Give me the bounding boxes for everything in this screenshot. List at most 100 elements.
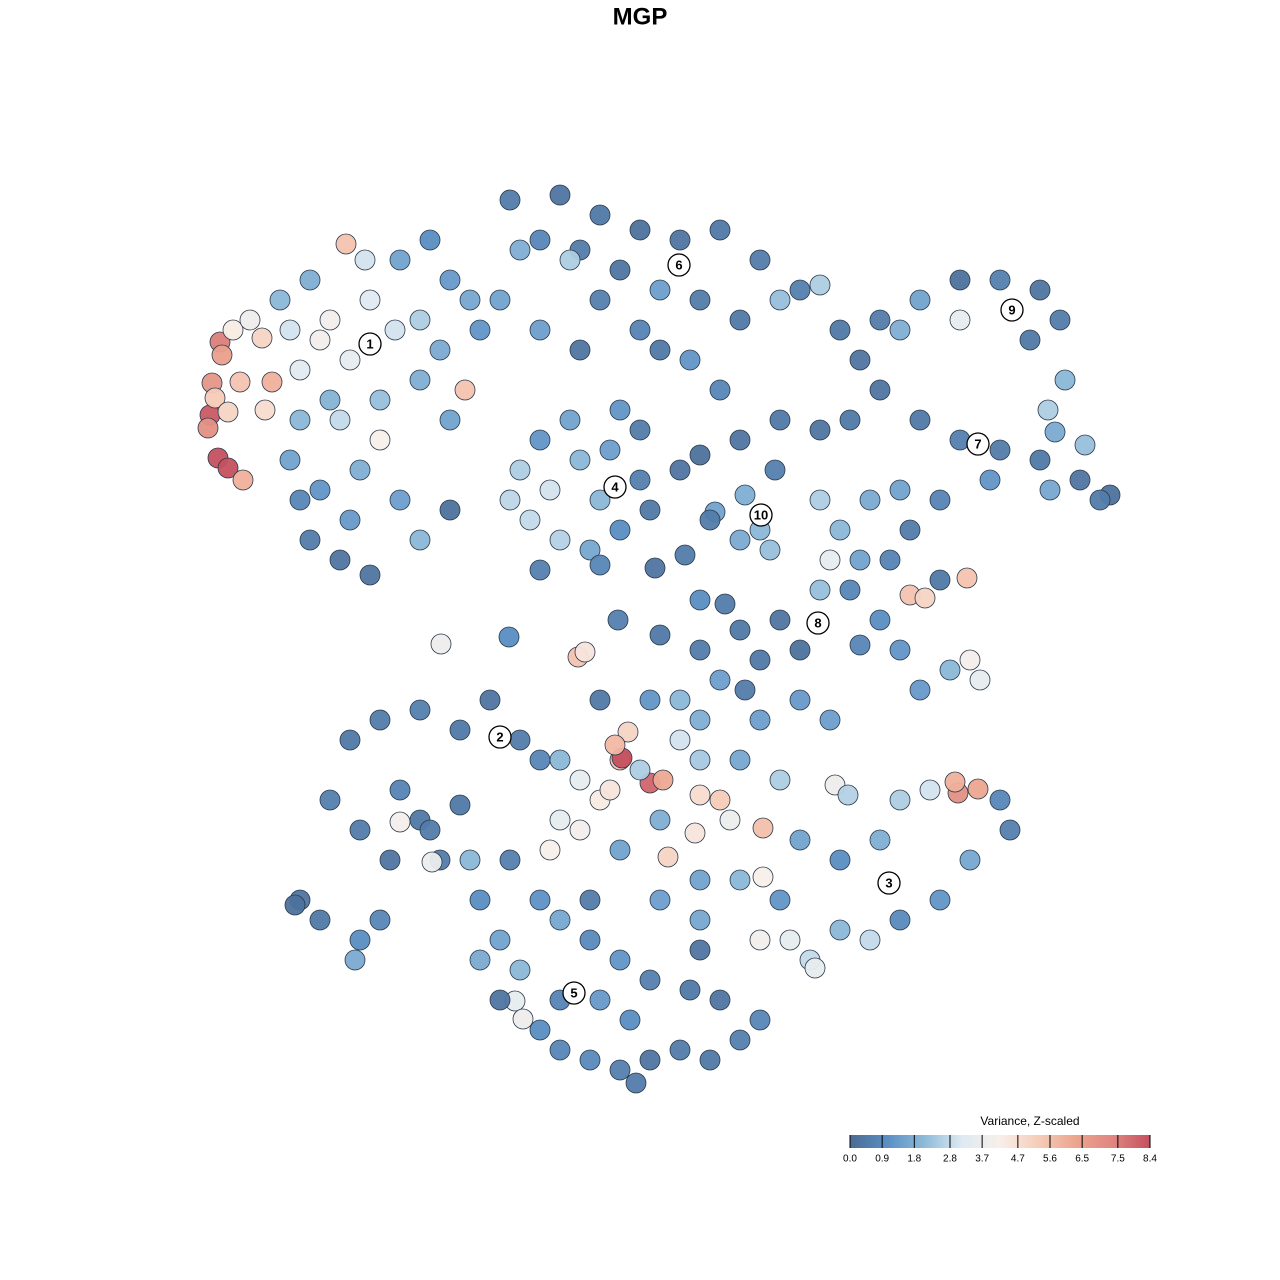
- point: [849, 634, 871, 656]
- point: [469, 319, 491, 341]
- point: [499, 849, 521, 871]
- point: [764, 459, 786, 481]
- point: [989, 269, 1011, 291]
- point: [409, 369, 431, 391]
- point: [809, 579, 831, 601]
- point: [752, 817, 774, 839]
- point: [709, 989, 731, 1011]
- point: [359, 289, 381, 311]
- point: [579, 539, 601, 561]
- point: [669, 729, 691, 751]
- point: [689, 639, 711, 661]
- point: [1039, 479, 1061, 501]
- point: [319, 789, 341, 811]
- point: [1044, 421, 1066, 443]
- point: [989, 789, 1011, 811]
- point: [649, 889, 671, 911]
- cluster-label-text: 5: [570, 985, 577, 1000]
- cluster-label-badge: [488, 725, 512, 749]
- cluster-label-badge: [603, 475, 627, 499]
- point: [879, 549, 901, 571]
- cluster-label-text: 1: [366, 336, 373, 351]
- point: [379, 849, 401, 871]
- point: [319, 309, 341, 331]
- cluster-label: 5: [562, 981, 586, 1005]
- point: [289, 489, 311, 511]
- point: [389, 811, 411, 833]
- cluster-label-badge: [1000, 298, 1024, 322]
- point: [479, 689, 501, 711]
- point: [644, 557, 666, 579]
- chart-title: MGP: [613, 3, 668, 30]
- point: [609, 949, 631, 971]
- point: [679, 979, 701, 1001]
- point: [339, 349, 361, 371]
- point: [829, 519, 851, 541]
- point: [529, 889, 551, 911]
- cluster-label-badge: [966, 432, 990, 456]
- point: [719, 809, 741, 831]
- point: [599, 779, 621, 801]
- point: [639, 1049, 661, 1071]
- colorbar-tick-label: 4.7: [1011, 1154, 1025, 1165]
- cluster-label: 4: [603, 475, 627, 499]
- point: [669, 1039, 691, 1061]
- point: [509, 459, 531, 481]
- point: [729, 309, 751, 331]
- point: [819, 709, 841, 731]
- point: [889, 639, 911, 661]
- point: [217, 457, 239, 479]
- point: [779, 929, 801, 951]
- point: [837, 784, 859, 806]
- point: [609, 259, 631, 281]
- point: [749, 649, 771, 671]
- point: [409, 529, 431, 551]
- point: [657, 846, 679, 868]
- point: [459, 289, 481, 311]
- point: [619, 1009, 641, 1031]
- point: [709, 789, 731, 811]
- point: [429, 339, 451, 361]
- cluster-label-text: 8: [814, 615, 821, 630]
- point: [929, 569, 951, 591]
- point: [714, 593, 736, 615]
- point: [625, 1072, 647, 1094]
- point: [512, 1008, 534, 1030]
- point: [449, 719, 471, 741]
- point: [299, 529, 321, 551]
- colorbar-tick-label: 8.4: [1143, 1154, 1157, 1165]
- point: [709, 669, 731, 691]
- point: [629, 419, 651, 441]
- point: [419, 229, 441, 251]
- point: [299, 269, 321, 291]
- point: [759, 539, 781, 561]
- cluster-label-text: 3: [885, 875, 892, 890]
- colorbar-tick-label: 3.7: [975, 1154, 989, 1165]
- point: [959, 849, 981, 871]
- cluster-label-text: 4: [611, 479, 619, 494]
- point: [869, 609, 891, 631]
- point: [232, 469, 254, 491]
- point: [729, 749, 751, 771]
- point: [689, 939, 711, 961]
- point: [749, 249, 771, 271]
- point: [649, 624, 671, 646]
- point: [359, 564, 381, 586]
- point: [839, 409, 861, 431]
- point: [859, 489, 881, 511]
- point: [674, 544, 696, 566]
- point: [319, 389, 341, 411]
- cluster-label-text: 7: [974, 436, 981, 451]
- point: [197, 417, 219, 439]
- point: [499, 189, 521, 211]
- point: [849, 349, 871, 371]
- cluster-label-text: 9: [1008, 302, 1015, 317]
- point: [239, 309, 261, 331]
- point: [509, 239, 531, 261]
- point: [589, 689, 611, 711]
- point: [789, 279, 811, 301]
- cluster-label-badge: [562, 981, 586, 1005]
- point: [454, 379, 476, 401]
- point: [539, 479, 561, 501]
- point: [819, 549, 841, 571]
